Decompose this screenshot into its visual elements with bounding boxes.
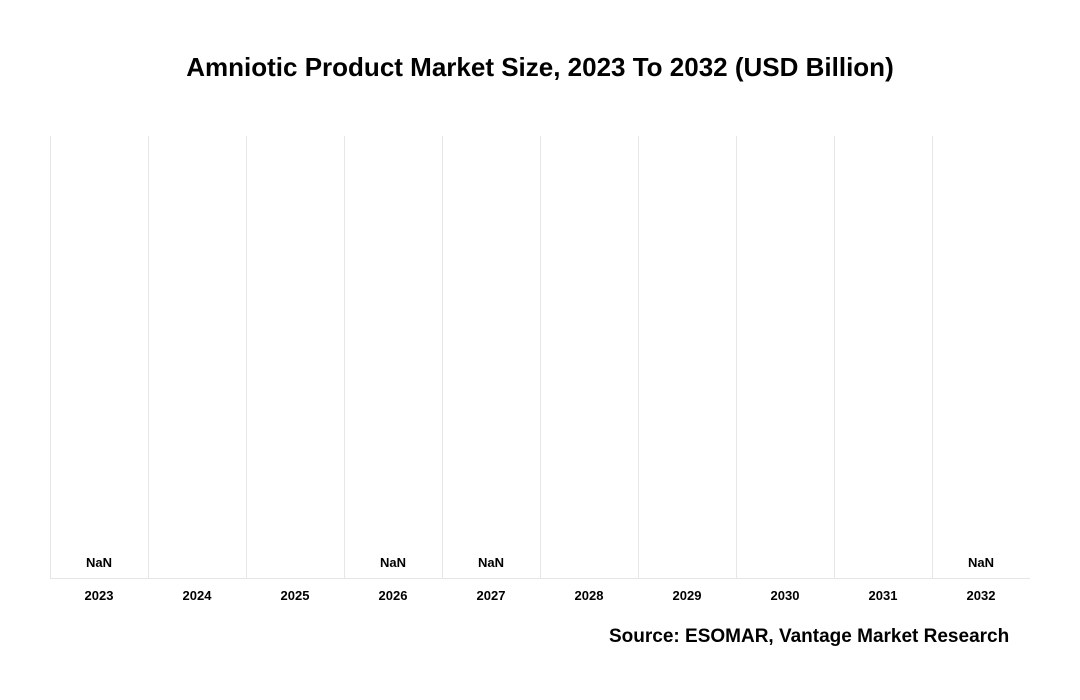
x-axis-baseline [50, 578, 1030, 579]
chart-column: 2025 [246, 136, 344, 578]
gridline [50, 136, 51, 578]
chart-column: NaN2026 [344, 136, 442, 578]
gridline [638, 136, 639, 578]
value-label: NaN [932, 555, 1030, 570]
chart-column: 2030 [736, 136, 834, 578]
plot-area: NaN202320242025NaN2026NaN202720282029203… [50, 136, 1030, 578]
value-label: NaN [344, 555, 442, 570]
x-axis-label: 2032 [932, 588, 1030, 603]
chart-column: NaN2023 [50, 136, 148, 578]
x-axis-label: 2023 [50, 588, 148, 603]
chart-container: Amniotic Product Market Size, 2023 To 20… [0, 0, 1080, 700]
gridline [148, 136, 149, 578]
gridline [736, 136, 737, 578]
x-axis-label: 2026 [344, 588, 442, 603]
chart-column: NaN2027 [442, 136, 540, 578]
chart-source: Source: ESOMAR, Vantage Market Research [609, 626, 1009, 648]
gridline [540, 136, 541, 578]
chart-column: 2024 [148, 136, 246, 578]
chart-column: 2029 [638, 136, 736, 578]
value-label: NaN [50, 555, 148, 570]
chart-title: Amniotic Product Market Size, 2023 To 20… [0, 52, 1080, 83]
gridline [834, 136, 835, 578]
x-axis-label: 2031 [834, 588, 932, 603]
x-axis-label: 2027 [442, 588, 540, 603]
gridline [344, 136, 345, 578]
gridline [442, 136, 443, 578]
gridline [932, 136, 933, 578]
x-axis-label: 2028 [540, 588, 638, 603]
chart-column: NaN2032 [932, 136, 1030, 578]
x-axis-label: 2030 [736, 588, 834, 603]
chart-column: 2031 [834, 136, 932, 578]
value-label: NaN [442, 555, 540, 570]
x-axis-label: 2025 [246, 588, 344, 603]
chart-column: 2028 [540, 136, 638, 578]
x-axis-label: 2024 [148, 588, 246, 603]
gridline [246, 136, 247, 578]
x-axis-label: 2029 [638, 588, 736, 603]
